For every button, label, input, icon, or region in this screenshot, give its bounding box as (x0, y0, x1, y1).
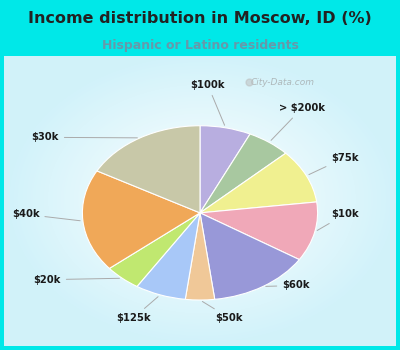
Text: $50k: $50k (202, 301, 243, 323)
Wedge shape (200, 202, 318, 260)
Text: $10k: $10k (317, 209, 359, 231)
Wedge shape (185, 213, 215, 300)
Text: > $200k: > $200k (271, 103, 325, 140)
Wedge shape (200, 213, 299, 299)
Wedge shape (82, 171, 200, 268)
Wedge shape (200, 134, 286, 213)
Text: $60k: $60k (266, 280, 310, 290)
Text: Income distribution in Moscow, ID (%): Income distribution in Moscow, ID (%) (28, 11, 372, 26)
Wedge shape (137, 213, 200, 299)
Wedge shape (109, 213, 200, 286)
Text: $20k: $20k (34, 275, 120, 285)
Text: $100k: $100k (190, 80, 225, 125)
Text: $125k: $125k (116, 297, 158, 323)
Text: $40k: $40k (12, 209, 80, 221)
Wedge shape (97, 126, 200, 213)
Text: Hispanic or Latino residents: Hispanic or Latino residents (102, 38, 298, 51)
Wedge shape (200, 126, 250, 213)
Text: City-Data.com: City-Data.com (250, 78, 314, 87)
Text: $75k: $75k (309, 153, 359, 175)
Wedge shape (200, 153, 317, 213)
Text: $30k: $30k (32, 132, 137, 142)
